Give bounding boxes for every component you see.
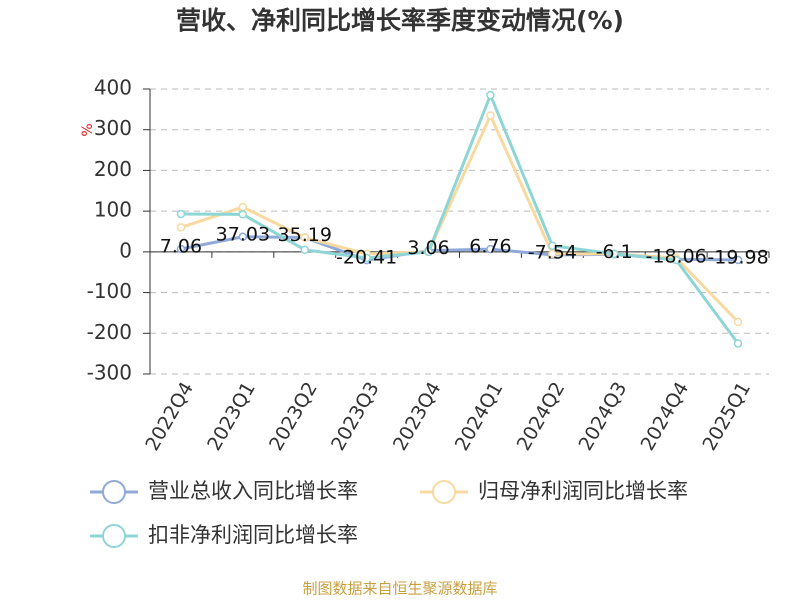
x-tick-label: 2023Q4	[389, 378, 446, 454]
x-tick-label: 2024Q2	[513, 378, 570, 454]
chart-title: 营收、净利同比增长率季度变动情况(%)	[176, 6, 624, 35]
point	[486, 244, 495, 254]
point	[671, 255, 681, 265]
legend-marker	[432, 480, 456, 504]
source-note: 制图数据来自恒生聚源数据库	[302, 580, 497, 598]
point	[238, 232, 248, 242]
point	[238, 202, 248, 212]
point	[300, 245, 309, 255]
x-tick-label: 2024Q4	[636, 378, 693, 454]
x-tick-label: 2023Q3	[327, 378, 384, 454]
x-tick-label: 2022Q4	[141, 378, 198, 454]
point	[176, 209, 186, 219]
data-label: 37.03	[216, 223, 270, 245]
legend-marker	[102, 480, 126, 504]
data-label: 7.06	[160, 235, 202, 257]
point	[486, 90, 495, 100]
x-tick-label: 2023Q2	[265, 378, 322, 454]
point	[548, 249, 557, 259]
x-tick-label: 2023Q1	[203, 378, 260, 454]
y-tick-label: -300	[87, 361, 132, 385]
data-label: -18.06	[646, 246, 707, 268]
point	[424, 247, 433, 257]
x-tick-label: 2024Q3	[575, 378, 632, 454]
data-label: -20.41	[336, 247, 397, 269]
data-label: 3.06	[407, 237, 449, 259]
y-tick-label: 400	[94, 76, 132, 100]
legend-label: 扣非净利润同比增长率	[148, 523, 358, 547]
y-axis-label: %	[80, 123, 96, 136]
y-tick-label: 0	[119, 238, 132, 262]
x-tick-label: 2024Q1	[451, 378, 508, 454]
point	[733, 339, 743, 348]
point	[733, 317, 743, 327]
data-label: -19.98	[707, 246, 768, 268]
legend-marker	[102, 524, 126, 548]
point	[300, 233, 309, 242]
x-tick-label: 2025Q1	[698, 378, 755, 454]
point	[362, 253, 371, 263]
point	[486, 111, 495, 120]
data-label: -7.54	[528, 241, 577, 263]
y-tick-label: 200	[94, 157, 132, 181]
y-tick-label: 100	[94, 198, 132, 222]
point	[733, 255, 743, 265]
point	[548, 241, 557, 250]
point	[610, 249, 619, 259]
data-label: 6.76	[469, 236, 511, 258]
point	[176, 223, 186, 232]
point	[176, 244, 186, 254]
legend-label: 营业总收入同比增长率	[148, 479, 358, 503]
legend-label: 归母净利润同比增长率	[478, 479, 688, 503]
series-line	[180, 91, 740, 345]
data-label: -6.1	[596, 241, 633, 263]
point	[238, 210, 248, 219]
y-tick-label: -200	[87, 320, 132, 344]
y-tick-label: 300	[94, 116, 132, 140]
data-label: 35.19	[278, 224, 332, 246]
series-line	[180, 111, 740, 323]
y-tick-label: -100	[87, 279, 132, 303]
